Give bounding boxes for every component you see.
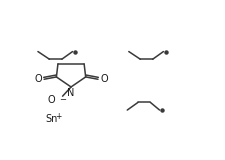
Text: N: N xyxy=(67,88,75,99)
Text: Sn: Sn xyxy=(46,114,58,124)
Text: +: + xyxy=(56,112,62,121)
Text: O: O xyxy=(34,74,42,84)
Text: −: − xyxy=(59,95,67,104)
Text: O: O xyxy=(47,95,55,105)
Text: O: O xyxy=(100,74,108,84)
